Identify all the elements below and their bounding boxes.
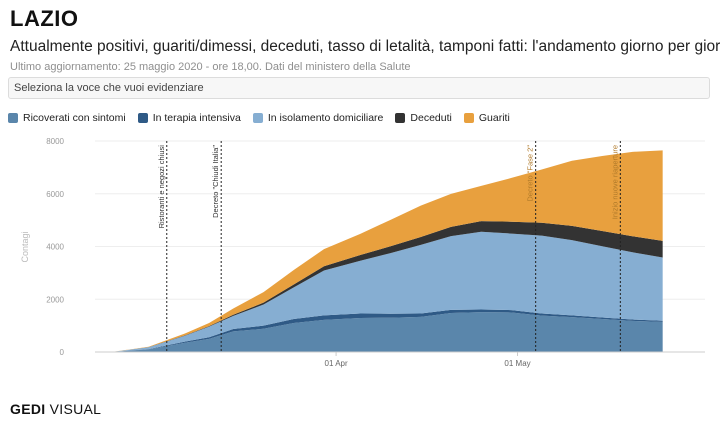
stacked-area-chart: 0 2000 4000 6000 8000 Contagi 01 Apr 01 May Rist… (20, 137, 705, 368)
legend-label: Ricoverati con sintomi (23, 112, 126, 124)
y-tick-label: 4000 (46, 243, 64, 252)
page-subtitle: Attualmente positivi, guariti/dimessi, d… (10, 38, 720, 55)
brand-visual: VISUAL (49, 401, 102, 417)
page-title: LAZIO (10, 6, 79, 31)
legend-swatch (137, 113, 148, 123)
annotation-label-2: Decreto "Chiudi Italia" (211, 145, 220, 218)
legend-swatch (395, 113, 406, 123)
y-tick-label: 8000 (46, 137, 64, 146)
legend-label: In isolamento domiciliare (267, 112, 384, 124)
legend-swatch (8, 113, 18, 123)
area-series-5 (112, 150, 663, 352)
x-tick-label: 01 Apr (325, 359, 348, 368)
annotation-label-4: Inizio nuove riaperture (610, 145, 619, 219)
highlight-selector-placeholder: Seleziona la voce che vuoi evidenziare (14, 82, 204, 94)
area-series-1 (112, 312, 663, 352)
legend-label: Guariti (478, 112, 510, 124)
area-series-4 (112, 221, 663, 352)
highlight-selector[interactable]: Seleziona la voce che vuoi evidenziare (8, 77, 710, 99)
legend-swatch (463, 113, 474, 123)
y-axis-label: Contagi (20, 231, 30, 262)
annotation-label-1: Ristoranti e negozi chiusi (157, 145, 166, 229)
y-tick-label: 2000 (46, 295, 64, 304)
y-tick-label: 6000 (46, 190, 64, 199)
legend-item-isolamento[interactable]: In isolamento domiciliare (252, 112, 384, 124)
legend-label: In terapia intensiva (152, 112, 241, 124)
legend-item-guariti[interactable]: Guariti (463, 112, 510, 124)
brand-logo: GEDI VISUAL (10, 401, 101, 417)
legend-label: Deceduti (410, 112, 452, 124)
brand-gedi: GEDI (10, 401, 46, 417)
x-tick-label: 01 May (504, 359, 530, 368)
legend-swatch (252, 113, 263, 123)
legend-item-deceduti[interactable]: Deceduti (395, 112, 452, 124)
annotation-label-3: Decreto "Fase 2" (526, 145, 535, 202)
legend-item-terapia-intensiva[interactable]: In terapia intensiva (137, 112, 241, 124)
chart-legend: Ricoverati con sintomi In terapia intens… (8, 112, 522, 124)
last-updated: Ultimo aggiornamento: 25 maggio 2020 - o… (10, 61, 411, 73)
area-series-3 (112, 231, 663, 352)
legend-item-ricoverati[interactable]: Ricoverati con sintomi (8, 112, 126, 124)
y-tick-label: 0 (60, 348, 65, 357)
